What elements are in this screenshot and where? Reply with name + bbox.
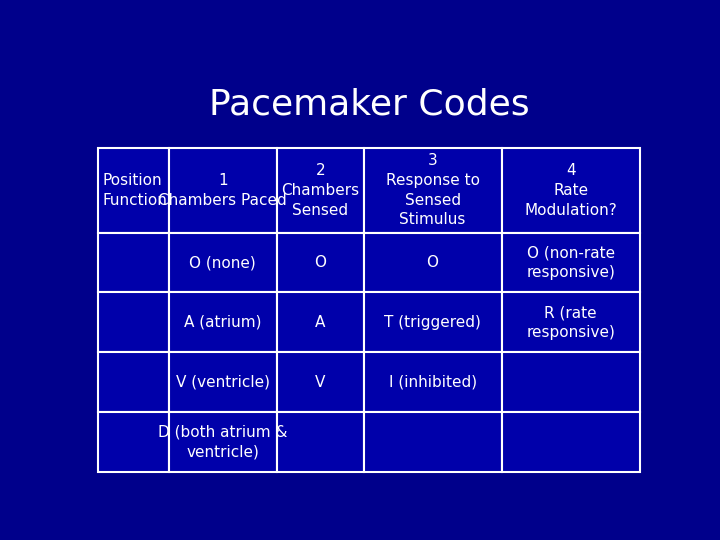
Bar [364, 148, 502, 233]
Text: 2
Chambers
Sensed: 2 Chambers Sensed [282, 163, 359, 218]
Bar [277, 293, 364, 353]
Bar [99, 148, 168, 233]
Text: I (inhibited): I (inhibited) [389, 375, 477, 390]
Bar [277, 353, 364, 413]
Text: O (non-rate
responsive): O (non-rate responsive) [526, 245, 615, 280]
Text: O: O [315, 255, 326, 270]
Bar [168, 413, 277, 472]
Bar [502, 148, 639, 233]
Bar [168, 148, 277, 233]
Bar [502, 413, 639, 472]
Bar [168, 233, 277, 293]
Text: Position
Function: Position Function [103, 173, 168, 208]
Bar [168, 353, 277, 413]
Text: R (rate
responsive): R (rate responsive) [526, 305, 615, 340]
Text: Pacemaker Codes: Pacemaker Codes [209, 87, 529, 122]
Bar [364, 413, 502, 472]
Bar [364, 353, 502, 413]
Bar [168, 293, 277, 353]
Text: D (both atrium &
ventricle): D (both atrium & ventricle) [158, 425, 287, 460]
Text: O (none): O (none) [189, 255, 256, 270]
Bar [99, 413, 168, 472]
Text: T (triggered): T (triggered) [384, 315, 481, 330]
Bar [364, 233, 502, 293]
Text: 1
Chambers Paced: 1 Chambers Paced [158, 173, 287, 208]
Text: V: V [315, 375, 325, 390]
Text: O: O [426, 255, 438, 270]
Text: A: A [315, 315, 325, 330]
Text: 4
Rate
Modulation?: 4 Rate Modulation? [524, 163, 617, 218]
Bar [99, 353, 168, 413]
Bar [502, 353, 639, 413]
Bar [99, 233, 168, 293]
Bar [277, 233, 364, 293]
Bar [502, 293, 639, 353]
Bar [364, 293, 502, 353]
Bar [277, 148, 364, 233]
Text: A (atrium): A (atrium) [184, 315, 261, 330]
Text: 3
Response to
Sensed
Stimulus: 3 Response to Sensed Stimulus [386, 153, 480, 227]
Text: V (ventricle): V (ventricle) [176, 375, 270, 390]
Bar [277, 413, 364, 472]
Bar [502, 233, 639, 293]
Bar [99, 293, 168, 353]
